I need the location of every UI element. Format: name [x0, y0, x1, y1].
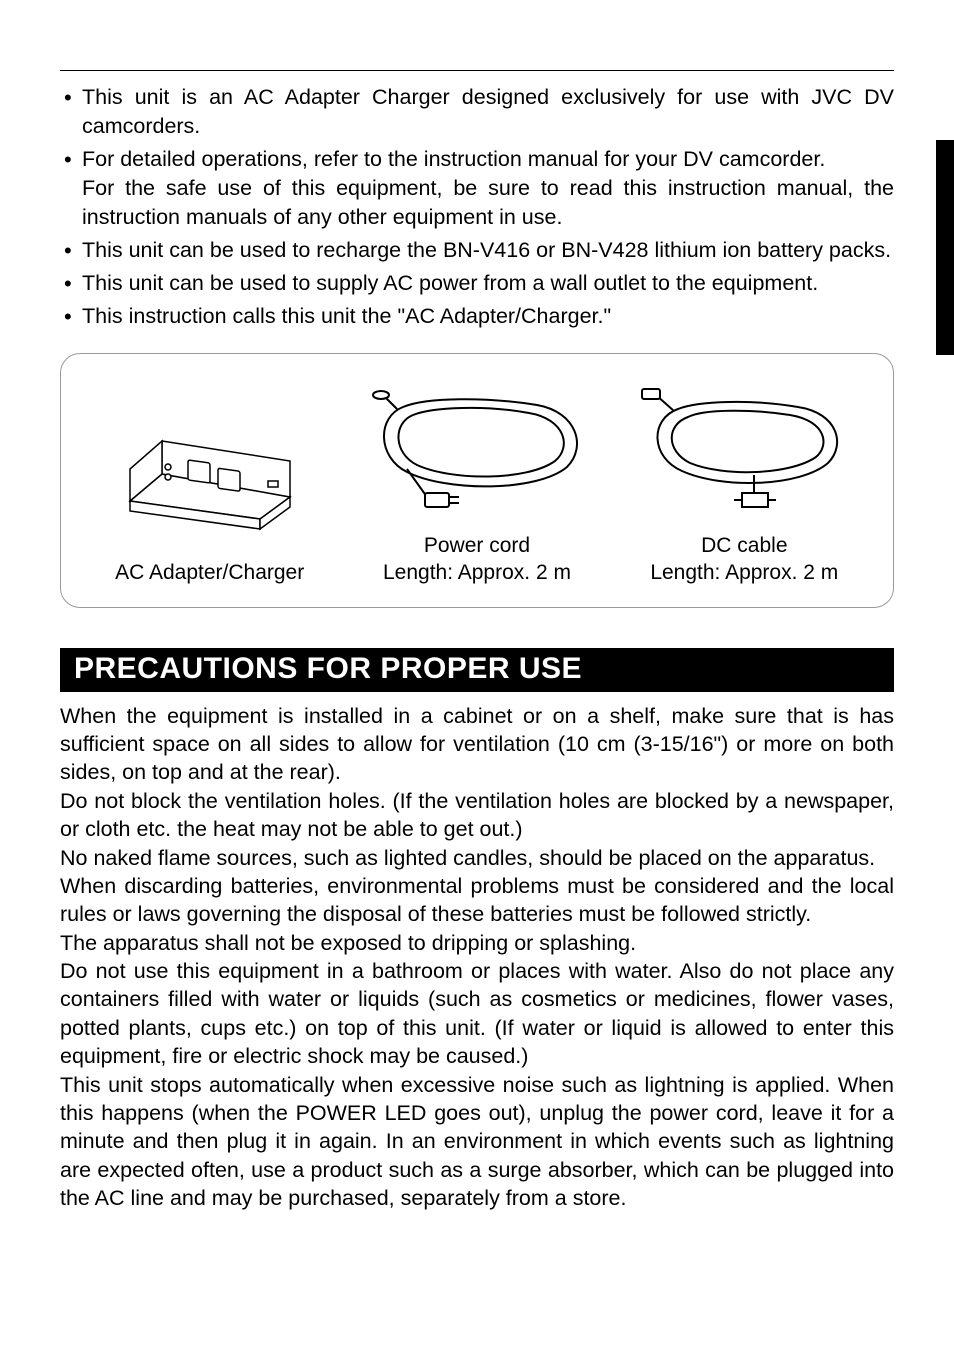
intro-item: This unit can be used to recharge the BN… [60, 236, 894, 265]
figure-label: DC cable [616, 532, 873, 559]
paragraph: When the equipment is installed in a cab… [60, 702, 894, 787]
precautions-body: When the equipment is installed in a cab… [60, 702, 894, 1213]
intro-item: For detailed operations, refer to the in… [60, 145, 894, 232]
section-header: PRECAUTIONS FOR PROPER USE [60, 648, 894, 692]
dccable-icon [616, 382, 873, 522]
figure-item-powercord: Power cord Length: Approx. 2 m [348, 382, 605, 587]
powercord-icon [348, 382, 605, 522]
figure-sublabel: Length: Approx. 2 m [348, 559, 605, 586]
figure-label: AC Adapter/Charger [81, 559, 338, 586]
intro-text: This unit is an AC Adapter Charger desig… [82, 85, 894, 138]
paragraph: When discarding batteries, environmental… [60, 872, 894, 929]
figure-label: Power cord [348, 532, 605, 559]
page-content: This unit is an AC Adapter Charger desig… [0, 0, 954, 1272]
intro-text: This unit can be used to supply AC power… [82, 271, 818, 295]
figure-sublabel: Length: Approx. 2 m [616, 559, 873, 586]
intro-list: This unit is an AC Adapter Charger desig… [60, 83, 894, 331]
intro-item: This unit can be used to supply AC power… [60, 269, 894, 298]
intro-subtext: For the safe use of this equipment, be s… [82, 174, 894, 232]
paragraph: No naked flame sources, such as lighted … [60, 844, 894, 872]
figure-item-adapter: AC Adapter/Charger [81, 409, 338, 586]
paragraph: Do not block the ventilation holes. (If … [60, 787, 894, 844]
section-title: PRECAUTIONS FOR PROPER USE [74, 652, 582, 685]
intro-text: For detailed operations, refer to the in… [82, 147, 825, 171]
adapter-icon [81, 409, 338, 549]
paragraph: The apparatus shall not be exposed to dr… [60, 929, 894, 957]
figure-item-dccable: DC cable Length: Approx. 2 m [616, 382, 873, 587]
language-tab [936, 140, 954, 355]
paragraph: Do not use this equipment in a bathroom … [60, 957, 894, 1071]
figure-box: AC Adapter/Charger [60, 353, 894, 608]
intro-item: This instruction calls this unit the "AC… [60, 302, 894, 331]
figure-row: AC Adapter/Charger [81, 382, 873, 587]
intro-item: This unit is an AC Adapter Charger desig… [60, 83, 894, 141]
intro-text: This unit can be used to recharge the BN… [82, 238, 891, 262]
top-divider [60, 70, 894, 71]
paragraph: This unit stops automatically when exces… [60, 1071, 894, 1213]
intro-text: This instruction calls this unit the "AC… [82, 304, 611, 328]
